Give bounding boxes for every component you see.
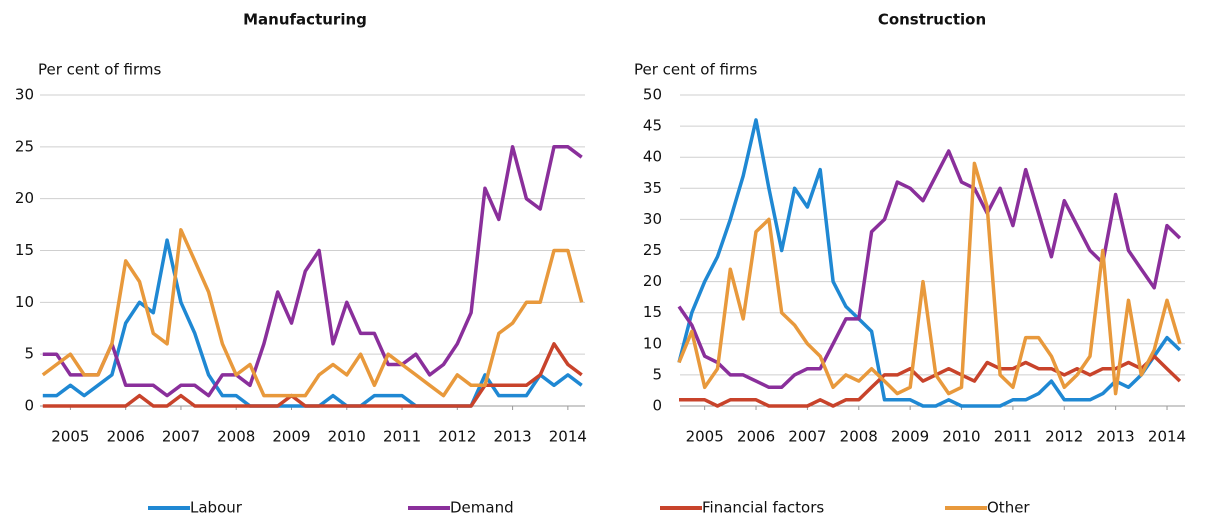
x-tick-label: 2010 [942,428,980,446]
y-tick-label: 35 [643,179,662,197]
y-axis-label: Per cent of firms [38,61,161,79]
series-line [42,342,583,408]
y-tick-label: 30 [643,210,662,228]
legend-label: Other [987,499,1030,517]
y-axis-label: Per cent of firms [634,61,757,79]
y-tick-label: 5 [24,345,34,363]
series-line [677,118,1182,408]
legend-label: Demand [450,499,514,517]
x-tick-label: 2008 [217,428,255,446]
series-line [679,354,1182,408]
y-tick-label: 20 [643,272,662,290]
series-line [41,228,584,398]
y-tick-label: 10 [15,293,34,311]
x-tick-label: 2012 [1045,428,1083,446]
y-tick-label: 10 [643,334,662,352]
series-line [677,161,1182,396]
x-tick-label: 2012 [438,428,476,446]
y-tick-label: 40 [643,148,662,166]
x-tick-label: 2011 [994,428,1032,446]
y-tick-label: 25 [643,241,662,259]
y-tick-label: 45 [643,117,662,135]
x-tick-label: 2011 [383,428,421,446]
x-tick-label: 2007 [788,428,826,446]
chart-title: Manufacturing [243,11,367,29]
y-tick-label: 15 [15,241,34,259]
x-tick-label: 2013 [493,428,531,446]
x-tick-label: 2009 [272,428,310,446]
chart-title: Construction [878,11,986,29]
x-tick-label: 2006 [107,428,145,446]
y-tick-label: 50 [643,86,662,104]
x-tick-label: 2014 [549,428,587,446]
x-tick-label: 2005 [686,428,724,446]
x-tick-label: 2006 [737,428,775,446]
x-tick-label: 2014 [1148,428,1186,446]
x-tick-label: 2009 [891,428,929,446]
y-tick-label: 0 [24,397,34,415]
x-tick-label: 2010 [328,428,366,446]
legend-label: Labour [190,499,243,517]
series-line [42,145,583,398]
y-tick-label: 15 [643,303,662,321]
x-tick-label: 2005 [51,428,89,446]
legend-label: Financial factors [702,499,824,517]
y-tick-label: 25 [15,137,34,155]
y-tick-label: 5 [652,365,662,383]
x-tick-label: 2008 [840,428,878,446]
x-tick-label: 2013 [1097,428,1135,446]
y-tick-label: 20 [15,189,34,207]
x-tick-label: 2007 [162,428,200,446]
y-tick-label: 0 [652,397,662,415]
series-line [677,149,1182,390]
y-tick-label: 30 [15,86,34,104]
